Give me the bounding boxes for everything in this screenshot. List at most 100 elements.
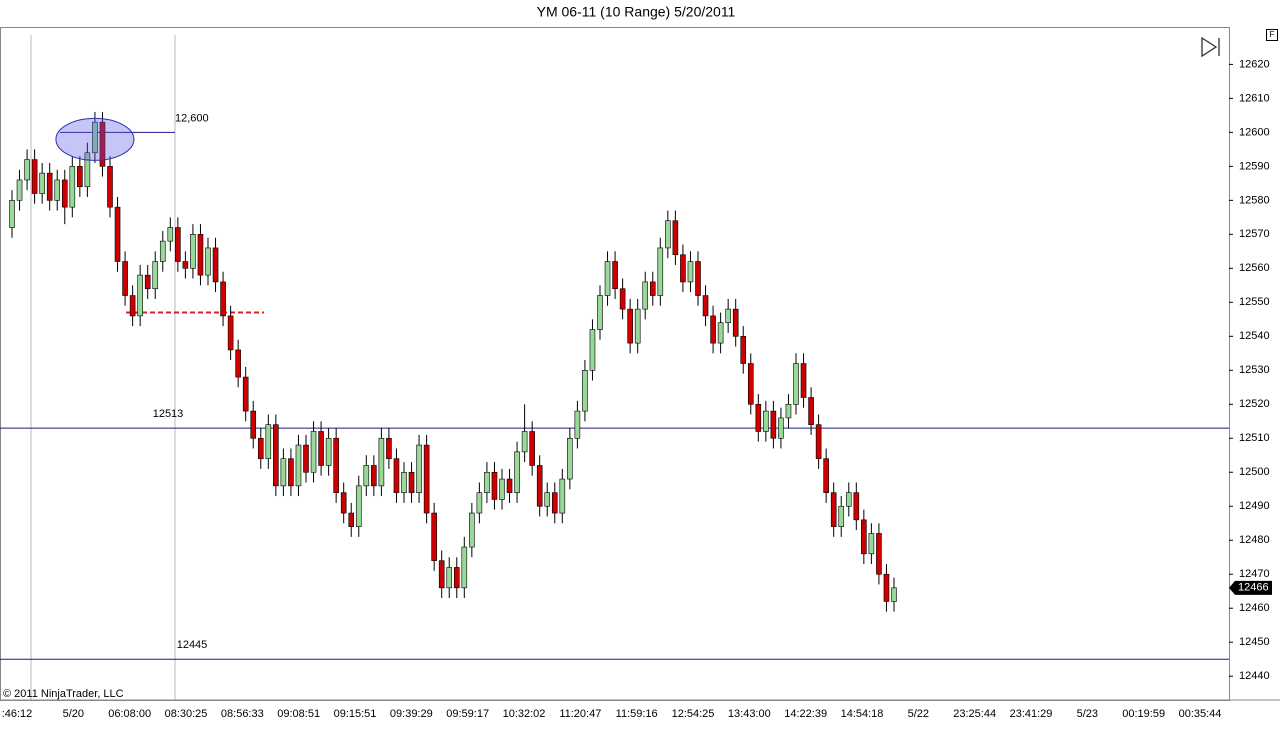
candle-body (589, 329, 596, 371)
candle-body (220, 281, 226, 317)
candle-body (84, 152, 91, 188)
candle-body (408, 471, 415, 493)
candle-body (876, 533, 882, 575)
scroll-end-icon[interactable] (1201, 36, 1220, 58)
y-tick-label: 12440 (1239, 670, 1270, 682)
candle-body (250, 410, 257, 439)
candle-body (891, 587, 897, 602)
candle-body (883, 573, 890, 602)
candle-body (514, 451, 520, 493)
candle-body (340, 492, 347, 514)
candle-body (717, 322, 724, 344)
x-tick-label: 23:41:29 (1010, 708, 1053, 720)
x-tick-label: 5/20 (63, 708, 84, 720)
candle-body (257, 437, 264, 459)
candle-body (657, 247, 664, 296)
candle-body (800, 363, 807, 398)
candle-body (54, 179, 61, 201)
x-tick-label: 11:20:47 (559, 708, 601, 720)
candle-body (815, 424, 822, 459)
last-price-label: 12466 (1238, 582, 1269, 594)
candle-body (212, 247, 219, 283)
candle-body (61, 179, 68, 208)
y-tick-label: 12530 (1239, 364, 1270, 376)
candle-body (642, 281, 649, 310)
x-tick-label: 13:43:00 (728, 708, 771, 720)
candle-body (137, 274, 143, 317)
x-tick-label: 09:39:29 (390, 708, 433, 720)
copyright: © 2011 NinjaTrader, LLC (3, 688, 124, 700)
candle-body (197, 234, 204, 276)
f-button[interactable] (1266, 29, 1278, 41)
candle-body (476, 492, 483, 514)
candle-body (567, 437, 573, 480)
candle-body (665, 220, 671, 249)
y-tick-label: 12600 (1239, 126, 1270, 138)
candle-body (39, 172, 45, 194)
candle-body (446, 567, 453, 589)
candle-body (861, 519, 867, 555)
candle-body (190, 234, 196, 269)
candle-body (114, 206, 121, 262)
candle-body (393, 458, 400, 493)
candle-body (129, 295, 136, 317)
level-label: 12513 (153, 408, 184, 420)
candle-body (484, 471, 490, 493)
candle-body (265, 424, 272, 459)
candle-body (438, 560, 445, 589)
candle-body (491, 471, 498, 500)
candle-body (544, 492, 551, 507)
candle-body (521, 431, 528, 453)
candle-body (808, 397, 814, 425)
x-tick-label: 12:54:25 (672, 708, 715, 720)
x-tick-label: 06:08:00 (108, 708, 151, 720)
candle-body (333, 437, 339, 493)
candle-body (77, 166, 83, 188)
x-tick-label: 5/22 (908, 708, 929, 720)
candle-body (574, 410, 581, 439)
candle-body (582, 369, 588, 412)
candle-body (235, 349, 241, 378)
candle-body (770, 410, 777, 439)
candle-body (529, 431, 535, 466)
candle-body (838, 505, 845, 527)
candle-body (24, 159, 30, 181)
candle-body (371, 465, 377, 487)
candle-body (461, 546, 468, 589)
candle-body (167, 227, 174, 242)
candle-body (536, 465, 543, 507)
y-tick-label: 12560 (1239, 262, 1270, 274)
candle-body (687, 261, 694, 283)
candle-body (273, 424, 279, 487)
candle-body (853, 492, 860, 521)
x-tick-label: 00:19:59 (1122, 708, 1165, 720)
candle-body (710, 315, 716, 344)
plot-frame (0, 27, 1230, 701)
candle-body (747, 363, 754, 405)
candle-body (386, 437, 392, 459)
candle-body (740, 336, 747, 364)
candle-body (559, 478, 566, 514)
candle-body (175, 227, 181, 262)
level-label: 12,600 (175, 112, 209, 124)
candle-body (144, 274, 151, 290)
candle-body (778, 417, 784, 439)
y-tick-label: 12460 (1239, 602, 1270, 614)
y-tick-label: 12580 (1239, 194, 1270, 206)
candle-body (469, 512, 475, 548)
candle-body (785, 403, 792, 419)
candle-body (763, 410, 769, 432)
candle-body (627, 308, 633, 344)
candle-body (499, 478, 505, 500)
chart-title: YM 06-11 (10 Range) 5/20/2011 (537, 4, 736, 20)
candle-body (295, 444, 302, 487)
candle-body (830, 492, 837, 527)
candle-body (280, 458, 287, 487)
candle-body (604, 261, 611, 296)
candle-body (868, 533, 875, 555)
candle-body (378, 437, 385, 487)
y-tick-label: 12550 (1239, 296, 1270, 308)
x-tick-label: 09:15:51 (334, 708, 377, 720)
candle-body (227, 315, 234, 351)
